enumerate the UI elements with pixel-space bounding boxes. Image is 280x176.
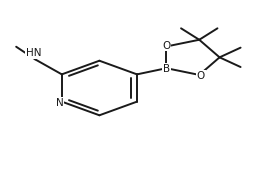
Text: N: N [56, 98, 64, 108]
Text: HN: HN [26, 48, 41, 58]
Text: O: O [162, 41, 171, 51]
Text: O: O [197, 71, 205, 81]
Text: B: B [163, 64, 170, 74]
